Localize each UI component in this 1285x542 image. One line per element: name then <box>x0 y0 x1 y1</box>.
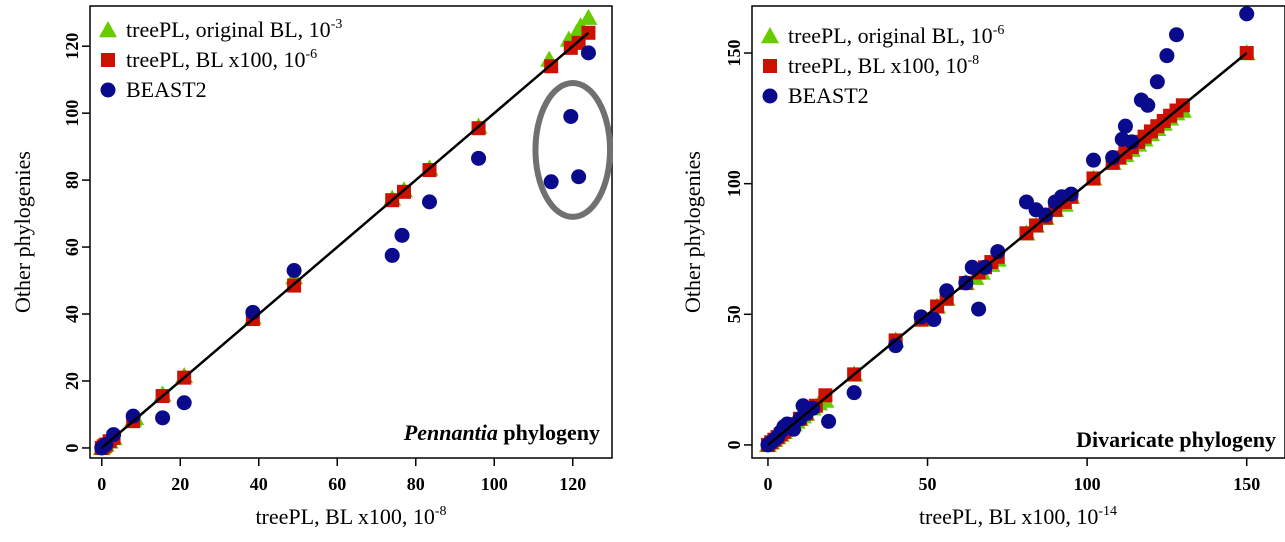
circle-point <box>176 395 192 411</box>
y-tick-label: 80 <box>62 171 82 189</box>
x-axis-label: treePL, BL x100, 10-14 <box>919 504 1117 529</box>
plot-frame <box>89 5 613 459</box>
circle-point <box>571 169 587 185</box>
x-tick-label: 60 <box>328 474 346 494</box>
circle-point <box>125 408 141 424</box>
y-tick-label: 40 <box>62 305 82 323</box>
x-tick-label: 100 <box>1074 474 1101 494</box>
y-tick-label: 100 <box>62 100 82 127</box>
x-tick-label: 0 <box>763 474 772 494</box>
chart-pennantia: 0 20 40 60 80 100 120 0 20 40 60 80 100 120 treePL, … <box>10 5 614 529</box>
x-tick-label: 50 <box>919 474 937 494</box>
legend: treePL, original BL, 10-3 treePL, BL x100… <box>99 17 342 102</box>
x-tick-label: 100 <box>481 474 508 494</box>
circle-point <box>106 427 122 443</box>
chart-title: Divaricate phylogeny <box>1076 427 1276 452</box>
circle-point <box>580 45 596 61</box>
x-axis: 0 20 40 60 80 100 120 <box>97 458 586 494</box>
y-tick-label: 50 <box>724 305 744 323</box>
circle-point <box>1168 27 1184 43</box>
legend-entry-label: treePL, original BL, 10-6 <box>788 23 1004 48</box>
identity-line <box>767 52 1248 446</box>
legend-entry-label: treePL, BL x100, 10-8 <box>788 53 979 78</box>
circle-point <box>384 247 400 263</box>
circle-point <box>926 312 942 328</box>
circle-point <box>286 263 302 279</box>
circle-point <box>971 301 987 317</box>
legend-square-icon <box>763 59 777 73</box>
x-tick-label: 150 <box>1233 474 1260 494</box>
y-tick-label: 20 <box>62 372 82 390</box>
plot-frame <box>751 5 1285 459</box>
circle-point <box>1149 74 1165 90</box>
triangle-point <box>579 8 598 25</box>
plot-marks <box>92 8 614 456</box>
legend-triangle-icon <box>761 27 779 44</box>
x-axis: 0 50 100 150 <box>763 458 1260 494</box>
y-tick-label: 120 <box>62 33 82 60</box>
circle-point <box>1140 97 1156 113</box>
y-axis-label: Other phylogenies <box>680 151 705 313</box>
x-tick-label: 80 <box>407 474 425 494</box>
legend-entry-label: BEAST2 <box>788 83 869 108</box>
circle-point <box>563 108 579 124</box>
x-tick-label: 20 <box>171 474 189 494</box>
x-tick-label: 120 <box>559 474 586 494</box>
legend: treePL, original BL, 10-6 treePL, BL x100… <box>761 23 1004 108</box>
y-tick-label: 150 <box>724 40 744 67</box>
plot-marks <box>758 6 1256 453</box>
legend-circle-icon <box>762 88 778 104</box>
circle-point <box>155 410 171 426</box>
circle-point <box>1038 207 1054 223</box>
circle-point <box>543 174 559 190</box>
circle-point <box>846 385 862 401</box>
y-tick-label: 0 <box>62 443 82 452</box>
y-tick-label: 0 <box>724 440 744 449</box>
x-tick-label: 40 <box>250 474 268 494</box>
y-axis: 0 20 40 60 80 100 120 <box>62 33 90 452</box>
highlight-ellipse <box>532 80 614 220</box>
legend-square-icon <box>101 53 115 67</box>
y-tick-label: 60 <box>62 238 82 256</box>
legend-entry-label: BEAST2 <box>126 77 207 102</box>
x-axis-label: treePL, BL x100, 10-8 <box>255 504 446 529</box>
identity-line <box>100 31 590 449</box>
circle-point <box>1086 152 1102 168</box>
circle-point <box>913 309 929 325</box>
x-tick-label: 0 <box>97 474 106 494</box>
y-axis: 0 50 100 150 <box>724 40 752 449</box>
circle-point <box>939 283 955 299</box>
legend-entry-label: treePL, BL x100, 10-6 <box>126 47 317 72</box>
circle-point <box>1159 48 1175 64</box>
legend-entry-label: treePL, original BL, 10-3 <box>126 17 342 42</box>
chart-divaricate: 0 50 100 150 0 50 100 150 treePL, BL x100, 10-… <box>680 5 1285 529</box>
legend-circle-icon <box>100 82 116 98</box>
circle-point <box>394 227 410 243</box>
circle-point <box>1239 6 1255 22</box>
circle-point <box>1117 118 1133 134</box>
circle-point <box>1063 186 1079 202</box>
circle-point <box>821 413 837 429</box>
legend-triangle-icon <box>99 21 117 38</box>
y-axis-label: Other phylogenies <box>10 151 35 313</box>
y-tick-label: 100 <box>724 170 744 197</box>
square-point <box>818 388 833 403</box>
circle-point <box>421 194 437 210</box>
circle-point <box>471 150 487 166</box>
circle-point <box>964 259 980 275</box>
chart-title: Pennantia phylogeny <box>403 420 600 445</box>
